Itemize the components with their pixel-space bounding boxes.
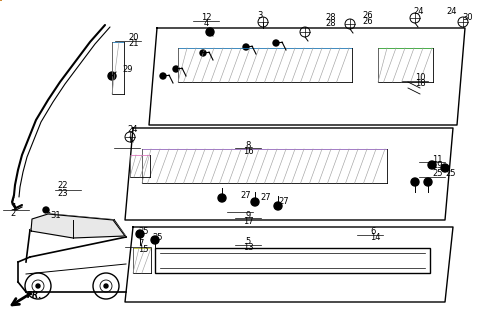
Text: 6: 6 [370,228,375,236]
Text: 9: 9 [245,211,250,220]
Circle shape [104,284,108,288]
Bar [155,248,430,273]
Text: 19: 19 [432,161,442,170]
Circle shape [243,44,249,50]
Text: 27: 27 [240,190,250,199]
Text: 3: 3 [257,11,263,20]
Circle shape [206,28,214,36]
Text: 24: 24 [413,7,423,17]
Text: 13: 13 [243,244,253,252]
Circle shape [151,236,159,244]
Circle shape [424,178,432,186]
Text: 7: 7 [138,239,144,249]
Text: 25: 25 [445,170,456,179]
Circle shape [160,73,166,79]
Text: 25: 25 [152,234,163,243]
Text: 26: 26 [362,11,372,20]
Circle shape [441,164,449,172]
Text: 16: 16 [243,147,253,156]
Text: 28: 28 [325,13,336,22]
Text: 2: 2 [11,209,16,218]
Text: 10: 10 [415,74,425,83]
Text: 22: 22 [57,181,68,190]
Polygon shape [31,214,125,238]
Circle shape [200,50,206,56]
Text: 27: 27 [278,197,289,206]
Text: 27: 27 [260,194,270,203]
Circle shape [108,72,116,80]
Text: 20: 20 [128,34,139,43]
Circle shape [36,284,40,288]
Text: 11: 11 [432,155,442,164]
Text: 24: 24 [127,125,138,134]
Circle shape [411,178,419,186]
Text: 25: 25 [138,228,148,236]
Text: 26: 26 [362,17,372,26]
Text: 21: 21 [128,39,139,49]
Text: 25: 25 [432,170,442,179]
Text: 1: 1 [11,203,16,212]
Circle shape [428,161,436,169]
Text: 4: 4 [203,20,209,28]
Text: 30: 30 [462,13,473,22]
Circle shape [218,194,226,202]
Text: 5: 5 [245,237,250,246]
Circle shape [274,202,282,210]
Text: 23: 23 [57,188,68,197]
Circle shape [136,230,144,238]
Circle shape [251,198,259,206]
Text: 8: 8 [245,140,251,149]
Text: 12: 12 [201,13,211,22]
Circle shape [43,207,49,213]
Text: 24: 24 [446,7,457,17]
Circle shape [273,40,279,46]
Circle shape [173,66,179,72]
Text: 31: 31 [50,211,61,220]
Text: 28: 28 [325,20,336,28]
Text: 18: 18 [415,79,426,89]
Text: FR.: FR. [27,292,43,300]
Text: 17: 17 [243,217,253,226]
Text: 14: 14 [370,234,381,243]
Text: 29: 29 [122,66,132,75]
Text: 15: 15 [138,245,148,254]
